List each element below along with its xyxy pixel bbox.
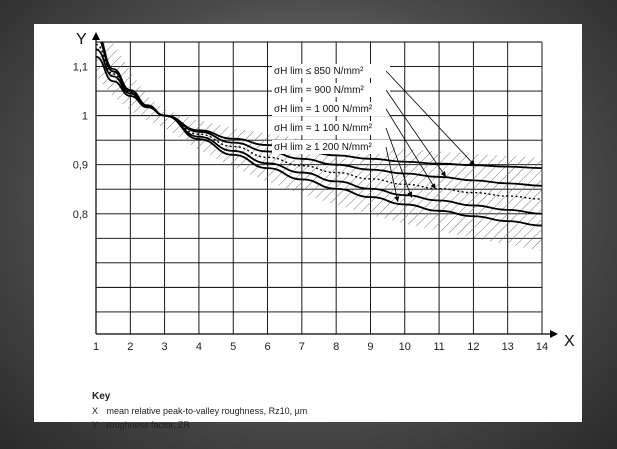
legend-bg <box>272 83 390 97</box>
legend-arrowhead <box>430 183 436 190</box>
series-line-5 <box>101 42 542 227</box>
legend-leader-line <box>385 127 413 198</box>
x-tick-label: 10 <box>399 341 411 353</box>
x-tick-labels: 1 2 3 4 5 6 7 8 9 10 11 12 13 14 <box>93 341 548 353</box>
x-tick-label: 14 <box>536 341 548 353</box>
legend-entry: σH lim ≥ 1 200 N/mm² <box>274 142 372 153</box>
figure-sheet: X Y 1 2 3 4 5 6 7 8 9 10 11 12 13 14 1,1 1 0,9 0,8 σH li… <box>34 24 582 430</box>
x-tick-label: 7 <box>299 341 305 353</box>
y-axis-arrow <box>92 32 100 40</box>
x-tick-label: 6 <box>264 341 270 353</box>
key-item-x: X mean relative peak-to-valley roughness… <box>92 404 592 418</box>
y-tick-label: 1,1 <box>73 62 88 74</box>
legend-bg <box>272 102 390 116</box>
axes: X Y <box>76 31 575 350</box>
y-tick-labels: 1,1 1 0,9 0,8 <box>73 62 88 221</box>
x-tick-label: 13 <box>502 341 514 353</box>
legend-entry: σH lim ≤ 850 N/mm² <box>274 66 364 77</box>
x-tick-label: 11 <box>433 341 444 353</box>
x-tick-label: 5 <box>230 341 236 353</box>
legend-arrowhead <box>394 196 400 202</box>
x-tick-label: 4 <box>196 341 202 353</box>
legend-leader-line <box>385 108 436 190</box>
legend-leader-line <box>385 146 399 203</box>
key-item-text: mean relative peak-to-valley roughness, … <box>106 406 308 416</box>
x-tick-label: 3 <box>162 341 168 353</box>
legend-entry: σH lim = 1 000 N/mm² <box>274 104 373 115</box>
roughness-factor-chart: X Y 1 2 3 4 5 6 7 8 9 10 11 12 13 14 1,110,90,8 σH li… <box>73 31 575 353</box>
x-tick-label: 8 <box>333 341 339 353</box>
x-tick-label: 2 <box>127 341 133 353</box>
legend-bg <box>272 64 390 78</box>
key-item-text: roughness factor, ZR <box>106 420 191 430</box>
y-tick-label: 1 <box>82 111 88 123</box>
y-tick-label: 0,9 <box>73 160 88 172</box>
key-item-symbol: X <box>92 406 99 416</box>
x-axis-arrow <box>550 330 558 338</box>
legend-arrowhead <box>407 191 413 198</box>
x-tick-label: 9 <box>367 341 373 353</box>
legend: σH lim ≤ 850 N/mm² σH lim = 900 N/mm² σH l… <box>272 64 476 203</box>
key-section: Key X mean relative peak-to-valley rough… <box>92 390 592 432</box>
legend-entry: σH lim = 1 100 N/mm² <box>274 123 373 134</box>
legend-arrowhead <box>440 171 446 177</box>
legend-bg <box>272 140 390 154</box>
legend-leader-line <box>385 70 476 166</box>
legend-bg <box>272 121 390 135</box>
key-item-symbol: Y <box>92 420 99 430</box>
key-item-y: Y roughness factor, ZR <box>92 418 592 432</box>
legend-leader-line <box>385 89 447 178</box>
x-tick-label: 1 <box>93 341 99 353</box>
legend-arrowhead <box>469 159 476 166</box>
y-tick-label: 0,8 <box>73 209 88 221</box>
x-tick-label: 12 <box>467 341 479 353</box>
x-axis-label: X <box>564 333 575 350</box>
y-axis-label: Y <box>76 31 87 48</box>
legend-entry: σH lim = 900 N/mm² <box>274 85 364 96</box>
key-title: Key <box>92 391 111 402</box>
